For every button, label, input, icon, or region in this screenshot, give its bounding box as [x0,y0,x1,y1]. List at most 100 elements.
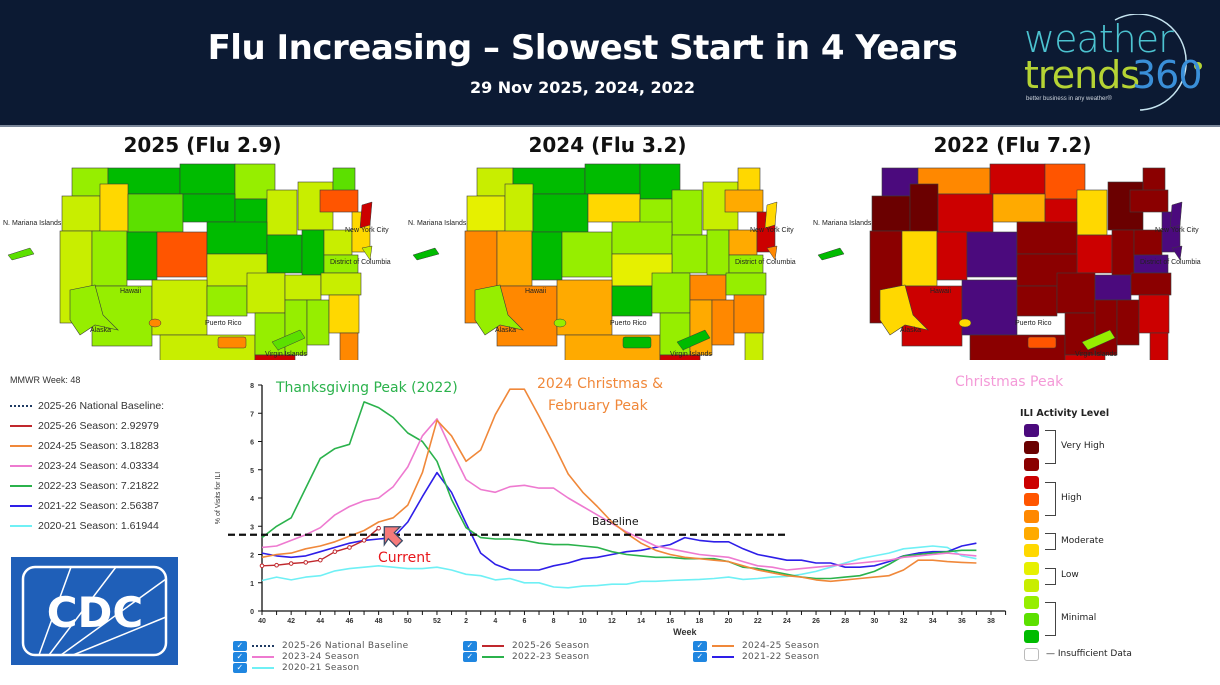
legend-label: 2025-26 National Baseline: [38,400,165,412]
state-region [937,193,994,233]
checkbox-checked-icon[interactable]: ✓ [463,641,477,651]
legend-swatch [252,656,274,658]
state-hawaii [958,318,972,328]
state-region [871,195,911,232]
chart-legend-toggle[interactable]: ✓ 2023-24 Season [233,652,359,662]
map-label: N. Mariana Islands [408,220,467,227]
series-point [303,560,309,565]
ili-swatch [1024,544,1039,558]
state-alaska [879,284,929,336]
legend-label: 2023-24 Season: 4.03334 [38,460,159,472]
series-line-2023-24-season [261,418,977,571]
checkbox-checked-icon[interactable]: ✓ [233,663,247,673]
map-label: Virgin Islands [670,351,712,358]
x-tick-label: 4 [493,618,497,625]
state-region [733,294,765,334]
logo-tagline: better business in any weather® [1026,96,1112,102]
header-banner: Flu Increasing – Slowest Start in 4 Year… [0,0,1220,127]
state-region [156,231,208,278]
logo-text-trends: trends [1024,53,1140,97]
checkbox-checked-icon[interactable]: ✓ [693,641,707,651]
us-map-2024: N. Mariana Islands New York City District … [408,163,796,360]
map-label: District of Columbia [330,259,391,266]
map-title-2025: 2025 (Flu 2.9) [123,133,282,157]
ili-group-label: Very High [1061,441,1105,452]
map-label: Puerto Rico [205,320,242,327]
season-legend-row: 2025-26 Season: 2.92979 [10,416,195,436]
ili-swatch [1024,613,1039,627]
series-point [332,549,338,554]
state-region [328,294,360,334]
x-tick-label: 42 [287,618,295,625]
x-tick-label: 48 [375,618,383,625]
ili-bracket [1045,481,1056,516]
legend-label: 2025-26 Season [512,641,590,651]
checkbox-checked-icon[interactable]: ✓ [693,652,707,662]
checkbox-checked-icon[interactable]: ✓ [233,641,247,651]
current-arrow-icon [383,526,404,548]
map-label: Hawaii [120,288,141,295]
map-2024: N. Mariana Islands New York City District … [405,130,810,360]
legend-swatch [10,525,32,527]
y-tick-label: 0 [250,609,254,616]
state-region [724,189,764,213]
territory-n-mariana [7,247,35,261]
state-region [1064,354,1106,360]
legend-swatch [712,656,734,658]
map-title-2024: 2024 (Flu 3.2) [528,133,687,157]
season-legend-row: 2021-22 Season: 2.56387 [10,496,195,516]
state-region [725,272,767,296]
state-region [1076,189,1108,236]
state-region [561,231,613,278]
us-map-2025: N. Mariana Islands New York City District … [3,163,391,360]
legend-label: 2025-26 National Baseline [282,641,409,651]
region-district-of-columbia [766,245,778,261]
chart-legend-toggle[interactable]: ✓ 2021-22 Season [693,652,819,662]
ili-group-label: Minimal [1061,613,1097,624]
territory-n-mariana [817,247,845,261]
x-tick-label: 46 [346,618,354,625]
state-region [496,230,533,287]
territory-puerto-rico [217,336,247,349]
chart-legend-toggle[interactable]: ✓ 2025-26 National Baseline [233,641,409,651]
ili-swatch [1024,510,1039,523]
state-region [151,279,208,336]
state-region [992,193,1046,223]
season-legend-row: 2022-23 Season: 7.21822 [10,476,195,496]
x-tick-label: 10 [579,618,587,625]
page-title: Flu Increasing – Slowest Start in 4 Year… [207,28,958,68]
state-region [306,299,330,346]
series-point [259,563,265,569]
ili-swatch [1024,527,1039,541]
state-region [1133,229,1163,256]
chart-legend-toggle[interactable]: ✓ 2022-23 Season [463,652,589,662]
state-region [556,279,613,336]
map-label: New York City [345,227,389,234]
legend-swatch [712,645,734,647]
cdc-logo-graphic: CDC [21,565,168,657]
ili-insufficient-row: — Insufficient Data [1046,649,1132,659]
legend-label: 2022-23 Season [512,652,590,662]
checkbox-checked-icon[interactable]: ✓ [463,652,477,662]
series-point [347,545,352,550]
ili-group-label: Moderate [1061,535,1104,546]
checkbox-checked-icon[interactable]: ✓ [233,652,247,662]
state-region [584,163,641,195]
legend-swatch [10,405,32,407]
state-region [1056,272,1096,314]
region-new-york-city [1169,201,1183,229]
chart-legend-toggle[interactable]: ✓ 2020-21 Season [233,663,359,673]
chart-legend-toggle[interactable]: ✓ 2024-25 Season [693,641,819,651]
y-tick-label: 2 [250,553,254,560]
map-label: Alaska [495,327,516,334]
legend-label: 2021-22 Season: 2.56387 [38,500,159,512]
legend-swatch [10,485,32,487]
state-region [689,274,727,301]
state-region [1016,221,1078,255]
chart-legend-toggle[interactable]: ✓ 2025-26 Season [463,641,589,651]
ili-activity-legend: ILI Activity Level — Insufficient Data Ve… [1020,408,1215,684]
ili-swatch [1024,441,1039,455]
x-tick-label: 24 [783,618,791,625]
legend-swatch [10,465,32,467]
state-region [1138,294,1170,334]
